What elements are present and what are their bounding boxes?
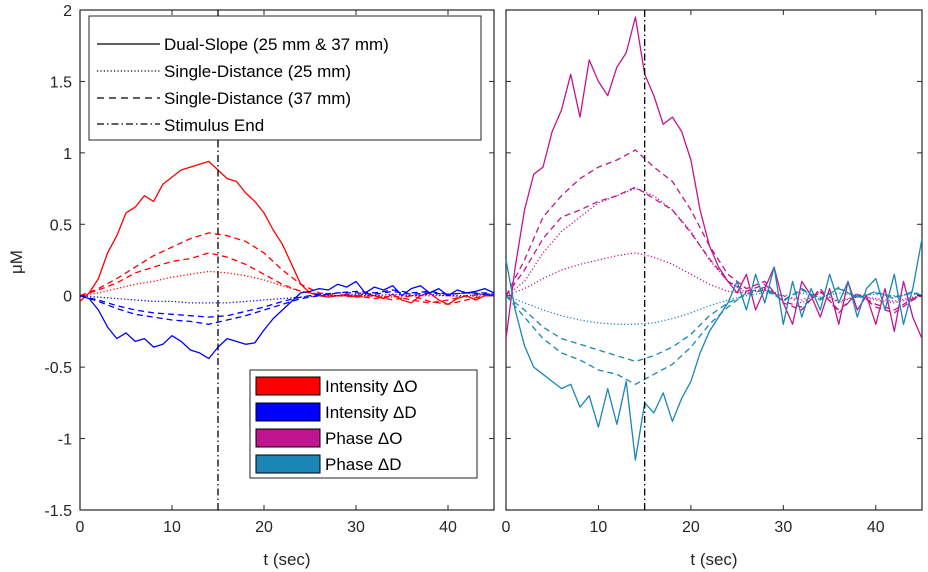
legend-label-phase-o: Phase ΔO xyxy=(325,429,403,448)
left-series-line-7 xyxy=(79,290,494,318)
legend-swatch-intensity-o xyxy=(255,376,321,396)
y-axis-label: μM xyxy=(7,250,26,274)
right-series-line-8 xyxy=(505,287,923,363)
right-series-line-6 xyxy=(505,292,923,325)
y-tick-label-0: -1.5 xyxy=(44,503,72,520)
right-series-line-7 xyxy=(505,286,923,385)
left-series-line-2 xyxy=(79,232,494,305)
legend-swatch-phase-o xyxy=(255,428,321,448)
right-x-tick-label-3: 30 xyxy=(774,519,792,536)
right-series-line-5 xyxy=(505,238,923,461)
y-tick-label-2: -0.5 xyxy=(44,360,72,377)
legend-label-phase-d: Phase ΔD xyxy=(325,455,402,474)
right-panel-series xyxy=(505,10,923,510)
y-tick-label-7: 2 xyxy=(63,3,72,20)
y-tick-label-6: 1.5 xyxy=(50,74,72,91)
right-x-axis-label: t (sec) xyxy=(690,550,737,569)
left-series-line-6 xyxy=(79,289,495,325)
left-series-line-0 xyxy=(79,160,494,305)
left-x-tick-label-3: 30 xyxy=(347,519,365,536)
legend-label-intensity-o: Intensity ΔO xyxy=(325,377,418,396)
left-series-line-1 xyxy=(79,270,494,298)
right-x-tick-label-4: 40 xyxy=(867,519,885,536)
y-tick-label-3: 0 xyxy=(63,289,72,306)
left-series-line-4 xyxy=(79,280,495,360)
style-legend-label-dual-slope: Dual-Slope (25 mm & 37 mm) xyxy=(164,35,389,54)
left-x-tick-label-1: 10 xyxy=(163,519,181,536)
right-x-tick-label-1: 10 xyxy=(590,519,608,536)
legend-label-intensity-d: Intensity ΔD xyxy=(325,403,417,422)
right-x-tick-label-2: 20 xyxy=(682,519,700,536)
left-x-tick-label-4: 40 xyxy=(439,519,457,536)
legend-swatch-intensity-d xyxy=(255,402,321,422)
left-x-tick-label-0: 0 xyxy=(76,519,85,536)
style-legend-label-sd25: Single-Distance (25 mm) xyxy=(164,62,351,81)
style-legend-label-stimulus-end: Stimulus End xyxy=(164,116,264,135)
y-tick-label-1: -1 xyxy=(58,432,72,449)
right-x-tick-label-0: 0 xyxy=(502,519,511,536)
style-legend: Dual-Slope (25 mm & 37 mm) Single-Distan… xyxy=(88,15,482,141)
style-legend-box xyxy=(88,15,482,141)
left-x-tick-label-2: 20 xyxy=(255,519,273,536)
right-series-line-2 xyxy=(505,252,923,303)
y-tick-label-4: 0.5 xyxy=(50,217,72,234)
style-legend-label-sd37: Single-Distance (37 mm) xyxy=(164,89,351,108)
legend-swatch-phase-d xyxy=(255,454,321,474)
color-legend: Intensity ΔO Intensity ΔD Phase ΔO Phase… xyxy=(249,369,478,479)
left-x-axis-label: t (sec) xyxy=(263,550,310,569)
left-panel-ticks: 0 10 20 30 40 -1.5 -1 -0.5 0 0.5 1 1.5 2 xyxy=(44,3,494,536)
y-tick-label-5: 1 xyxy=(63,146,72,163)
right-panel-ticks: 0 10 20 30 40 xyxy=(502,9,922,536)
